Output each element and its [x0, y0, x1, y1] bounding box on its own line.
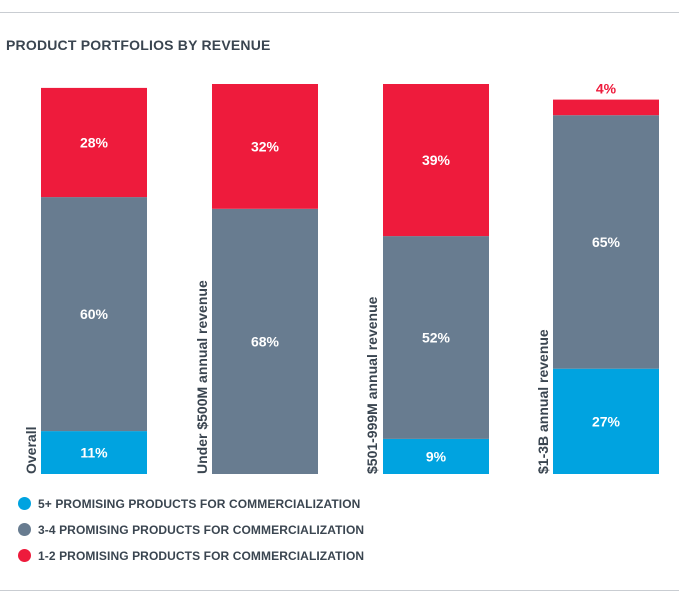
stacked-bar-chart: 11% 60% 28% Overall 68% 32% Under $500M annual…: [23, 81, 659, 475]
bar-value-label-3-4-1: 60%: [80, 306, 109, 322]
bar-value-label-3-4-2: 68%: [251, 333, 280, 349]
bar-value-label-1-2-4: 4%: [596, 81, 617, 97]
legend-swatch-3-4: [18, 523, 31, 536]
bar-segment-5-plus-4: [553, 368, 659, 474]
bar-value-label-5-plus-3: 9%: [426, 448, 447, 464]
bar-segment-5-plus-3: [383, 438, 489, 474]
category-label-1: Overall: [23, 427, 39, 474]
bar-segment-3-4-1: [41, 197, 147, 432]
bar-value-label-3-4-3: 52%: [422, 330, 451, 346]
legend-swatch-5-plus: [18, 497, 31, 510]
bar-value-label-5-plus-4: 27%: [592, 413, 621, 429]
legend-label-5-plus: 5+ PROMISING PRODUCTS FOR COMMERCIALIZAT…: [38, 496, 361, 511]
bar-value-label-1-2-1: 28%: [80, 135, 109, 151]
legend-swatch-1-2: [18, 549, 31, 562]
bar-value-label-5-plus-1: 11%: [80, 445, 108, 461]
bar-segment-3-4-3: [383, 236, 489, 439]
category-label-3: $501-999M annual revenue: [364, 296, 380, 474]
chart-title: PRODUCT PORTFOLIOS BY REVENUE: [6, 37, 271, 53]
bar-segment-5-plus-1: [41, 431, 147, 474]
legend-item-3-4: 3-4 PROMISING PRODUCTS FOR COMMERCIALIZA…: [18, 522, 365, 537]
legend-label-1-2: 1-2 PROMISING PRODUCTS FOR COMMERCIALIZA…: [38, 548, 365, 563]
legend-item-1-2: 1-2 PROMISING PRODUCTS FOR COMMERCIALIZA…: [18, 548, 365, 563]
bottom-divider: [0, 590, 679, 591]
legend: 5+ PROMISING PRODUCTS FOR COMMERCIALIZAT…: [18, 497, 364, 575]
bar-segment-1-2-4: [553, 99, 659, 116]
bar-value-label-3-4-4: 65%: [592, 234, 621, 250]
bar-segment-3-4-2: [212, 208, 318, 475]
bar-segment-1-2-3: [383, 84, 489, 237]
category-label-2: Under $500M annual revenue: [194, 280, 210, 474]
bar-value-label-1-2-3: 39%: [422, 152, 451, 168]
bar-segment-1-2-2: [212, 84, 318, 209]
legend-label-3-4: 3-4 PROMISING PRODUCTS FOR COMMERCIALIZA…: [38, 522, 365, 537]
bar-value-label-1-2-2: 32%: [251, 138, 280, 154]
category-label-4: $1-3B annual revenue: [535, 329, 551, 474]
bar-segment-3-4-4: [553, 115, 659, 369]
top-divider: [0, 12, 679, 13]
bar-segment-1-2-1: [41, 87, 147, 198]
legend-item-5-plus: 5+ PROMISING PRODUCTS FOR COMMERCIALIZAT…: [18, 496, 364, 511]
